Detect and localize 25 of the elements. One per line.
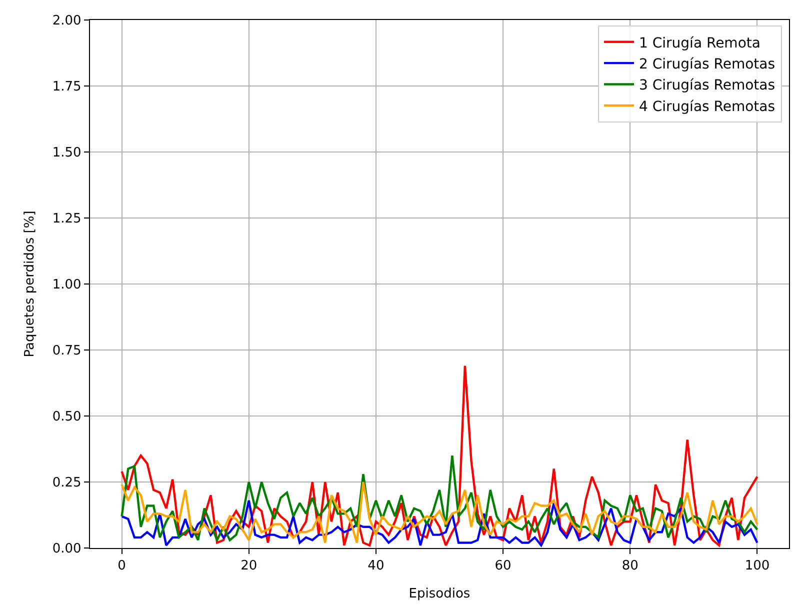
x-tick-label: 80 [622, 558, 638, 574]
y-tick-label: 1.50 [52, 146, 82, 161]
legend-label: 4 Cirugías Remotas [639, 98, 776, 115]
x-axis-title: Episodios [408, 586, 470, 602]
y-tick-label: 0.75 [52, 344, 82, 359]
y-tick-label: 1.25 [52, 212, 82, 227]
y-tick-label: 1.00 [52, 278, 82, 293]
x-tick-label: 100 [744, 558, 770, 574]
x-tick-label: 40 [368, 558, 384, 574]
legend-label: 1 Cirugía Remota [639, 35, 760, 52]
line-series [120, 454, 758, 542]
x-tick-label: 20 [240, 558, 258, 574]
legend-label: 2 Cirugías Remotas [639, 56, 776, 73]
x-tick-label: 60 [494, 558, 512, 574]
y-axis-title: Paquetes perdidos [%] [22, 210, 38, 358]
y-tick-label: 0.25 [52, 476, 82, 491]
y-tick-label: 0.50 [52, 410, 82, 425]
y-tick-label: 2.00 [52, 14, 82, 29]
line-series [120, 499, 758, 546]
line-series [120, 364, 758, 546]
x-tick-label: 0 [118, 558, 126, 574]
legend-label: 3 Cirugías Remotas [639, 78, 776, 94]
line-series [120, 480, 758, 544]
y-tick-label: 1.75 [52, 80, 82, 95]
y-tick-label: 0.00 [52, 542, 82, 557]
